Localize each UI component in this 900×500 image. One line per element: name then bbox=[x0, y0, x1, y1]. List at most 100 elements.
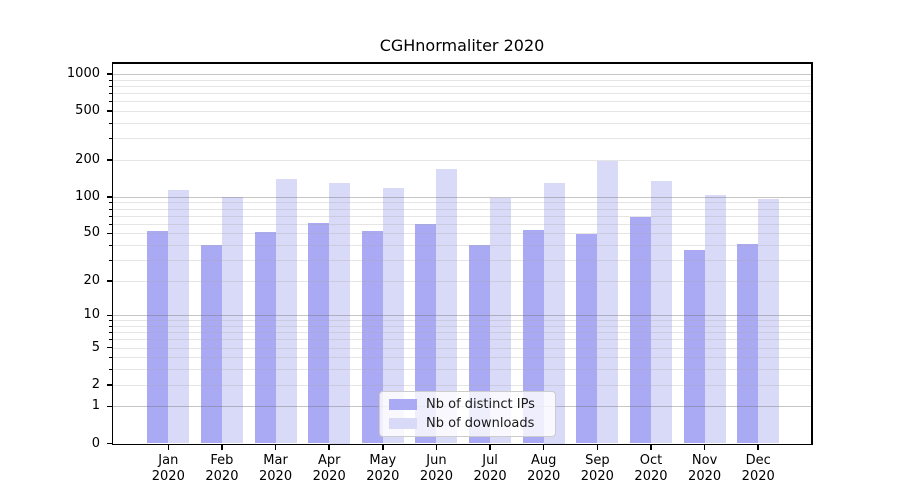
bar-may-distinct-ips bbox=[361, 231, 383, 444]
y-tick-label: 1 bbox=[91, 398, 100, 414]
y-tick bbox=[106, 314, 112, 317]
y-minor-tick bbox=[109, 326, 112, 328]
x-tick bbox=[650, 445, 652, 450]
y-minor-tick bbox=[109, 357, 112, 359]
x-tick-label: Sep 2020 bbox=[580, 452, 614, 484]
y-tick-label: 2 bbox=[91, 376, 100, 392]
bar-sep-distinct-ips bbox=[576, 234, 598, 444]
y-minor-tick bbox=[109, 79, 112, 81]
x-tick-label: Nov 2020 bbox=[688, 452, 722, 484]
gridline-minor bbox=[113, 215, 811, 217]
gridline-minor bbox=[113, 244, 811, 246]
x-tick bbox=[703, 445, 706, 450]
gridline-minor bbox=[113, 86, 811, 88]
gridline-minor bbox=[113, 208, 811, 210]
y-tick-label: 5 bbox=[91, 339, 100, 355]
y-minor-tick bbox=[109, 208, 112, 210]
chart-title: CGHnormaliter 2020 bbox=[379, 36, 545, 55]
gridline-minor bbox=[113, 339, 811, 341]
y-minor-tick bbox=[109, 123, 112, 125]
y-tick-label: 20 bbox=[83, 272, 100, 288]
gridline-minor bbox=[113, 223, 811, 225]
y-minor-tick bbox=[109, 138, 112, 140]
bar-oct-distinct-ips bbox=[629, 217, 651, 444]
x-tick-label: Mar 2020 bbox=[259, 452, 293, 484]
legend-swatch-distinct-ips bbox=[389, 399, 417, 410]
legend-item-distinct-ips: Nb of distinct IPs bbox=[389, 397, 546, 412]
gridline-minor bbox=[113, 233, 811, 235]
y-minor-tick bbox=[109, 244, 112, 246]
bar-jun-distinct-ips bbox=[415, 223, 437, 444]
x-tick-label: May 2020 bbox=[366, 452, 400, 484]
bar-jan-distinct-ips bbox=[147, 231, 169, 444]
x-tick-label: Oct 2020 bbox=[634, 452, 668, 484]
y-tick-label: 1000 bbox=[66, 66, 100, 82]
x-tick bbox=[221, 445, 223, 450]
y-tick bbox=[106, 232, 112, 235]
x-tick-label: Jul 2020 bbox=[473, 452, 507, 484]
gridline-minor bbox=[113, 101, 811, 103]
y-tick-label: 200 bbox=[75, 152, 100, 168]
bar-jan-downloads bbox=[168, 190, 190, 444]
y-tick bbox=[106, 405, 112, 408]
bar-apr-downloads bbox=[329, 182, 351, 444]
y-tick bbox=[106, 442, 112, 445]
bar-apr-distinct-ips bbox=[308, 222, 330, 444]
x-tick-label: Dec 2020 bbox=[741, 452, 775, 484]
bar-jun-downloads bbox=[436, 169, 458, 444]
gridline-minor bbox=[113, 138, 811, 140]
x-tick-label: Jan 2020 bbox=[151, 452, 185, 484]
y-tick-label: 100 bbox=[75, 188, 100, 204]
x-tick bbox=[167, 445, 170, 450]
y-minor-tick bbox=[109, 101, 112, 103]
y-tick bbox=[106, 384, 112, 386]
x-tick bbox=[596, 445, 599, 450]
x-tick bbox=[274, 445, 277, 450]
x-tick-label: Aug 2020 bbox=[527, 452, 561, 484]
gridline-minor bbox=[113, 93, 811, 95]
axis-spine-left bbox=[111, 62, 113, 445]
y-tick-label: 50 bbox=[83, 225, 100, 241]
bar-aug-downloads bbox=[543, 182, 565, 444]
bar-dec-distinct-ips bbox=[737, 243, 759, 444]
gridline-minor bbox=[113, 123, 811, 125]
gridline-minor bbox=[113, 384, 811, 386]
bar-may-downloads bbox=[382, 187, 404, 444]
x-tick-label: Feb 2020 bbox=[205, 452, 239, 484]
y-minor-tick bbox=[109, 93, 112, 95]
bar-feb-downloads bbox=[221, 197, 243, 444]
x-tick bbox=[382, 445, 384, 450]
bar-dec-downloads bbox=[758, 198, 780, 444]
bar-mar-distinct-ips bbox=[254, 232, 276, 444]
y-minor-tick bbox=[109, 369, 112, 371]
y-tick bbox=[106, 280, 112, 282]
gridline-minor bbox=[113, 332, 811, 334]
y-minor-tick bbox=[109, 202, 112, 204]
x-tick bbox=[542, 445, 545, 450]
x-tick bbox=[489, 445, 491, 450]
gridline-minor bbox=[113, 320, 811, 322]
legend: Nb of distinct IPs Nb of downloads bbox=[379, 391, 556, 437]
gridline-minor bbox=[113, 347, 811, 349]
y-tick bbox=[106, 73, 112, 75]
bar-aug-distinct-ips bbox=[522, 230, 544, 444]
bar-feb-distinct-ips bbox=[200, 244, 222, 444]
gridline-minor bbox=[113, 357, 811, 359]
gridline-major bbox=[113, 74, 811, 76]
y-tick bbox=[106, 346, 112, 349]
y-tick bbox=[106, 110, 112, 112]
y-tick-label: 0 bbox=[91, 435, 100, 451]
gridline-minor bbox=[113, 369, 811, 371]
gridline-minor bbox=[113, 79, 811, 81]
y-minor-tick bbox=[109, 320, 112, 322]
y-minor-tick bbox=[109, 86, 112, 88]
gridline-minor bbox=[113, 259, 811, 261]
gridline-minor bbox=[113, 160, 811, 162]
bar-oct-downloads bbox=[650, 181, 672, 444]
y-minor-tick bbox=[109, 223, 112, 225]
bar-mar-downloads bbox=[275, 178, 297, 444]
y-tick bbox=[106, 196, 112, 198]
y-tick-label: 500 bbox=[75, 103, 100, 119]
gridline-major bbox=[113, 196, 811, 198]
